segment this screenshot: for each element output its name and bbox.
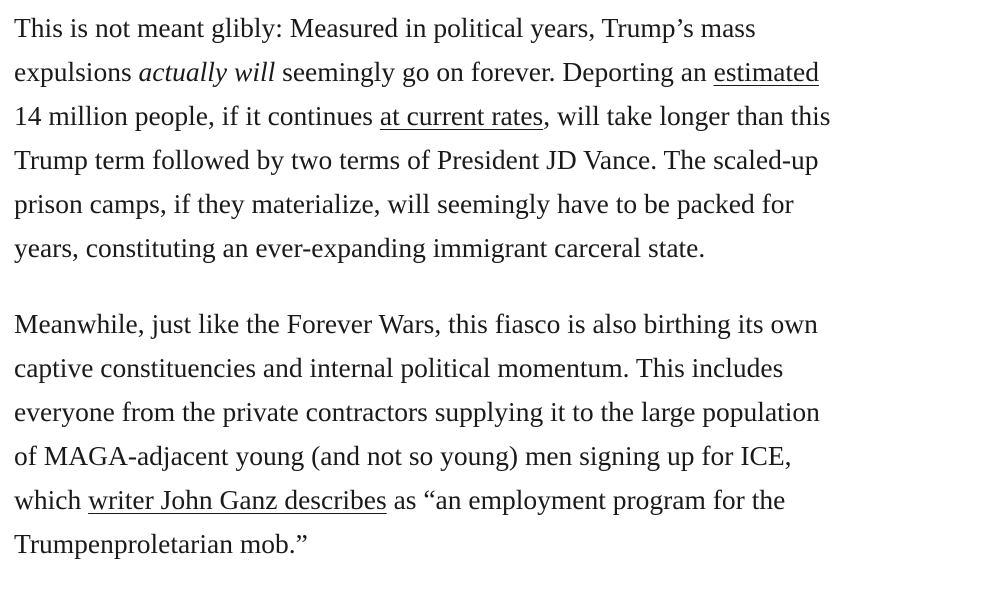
paragraph-1: This is not meant glibly: Measured in po… [14, 6, 989, 270]
text-line: This is not meant glibly: Measured in po… [14, 12, 756, 43]
emphasis-text: actually will [138, 56, 276, 87]
text-segment: seemingly go on forever. Deporting an [275, 56, 714, 87]
text-line: Trumpenproletarian mob.” [14, 528, 308, 559]
link-estimated[interactable]: estimated [713, 56, 820, 87]
text-line: years, constituting an ever-expanding im… [14, 232, 706, 263]
text-line: prison camps, if they materialize, will … [14, 188, 794, 219]
text-line: 14 million people, if it continues at cu… [14, 94, 989, 138]
article-body: This is not meant glibly: Measured in po… [14, 6, 989, 598]
text-line: of MAGA-adjacent young (and not so young… [14, 440, 792, 471]
paragraph-2: Meanwhile, just like the Forever Wars, t… [14, 302, 989, 566]
link-john-ganz[interactable]: writer John Ganz describes [88, 484, 387, 515]
text-segment: as “an employment program for the [386, 484, 786, 515]
text-line: everyone from the private contractors su… [14, 396, 820, 427]
text-line: captive constituencies and internal poli… [14, 352, 784, 383]
text-segment: , will take longer than this [543, 100, 831, 131]
text-segment: 14 million people, if it continues [14, 100, 380, 131]
text-segment: which [14, 484, 89, 515]
text-line: which writer John Ganz describes as “an … [14, 478, 989, 522]
text-segment: expulsions [14, 56, 139, 87]
text-line: expulsions actually will seemingly go on… [14, 50, 989, 94]
text-line: Trump term followed by two terms of Pres… [14, 144, 819, 175]
text-line: Meanwhile, just like the Forever Wars, t… [14, 308, 818, 339]
link-current-rates[interactable]: at current rates [379, 100, 544, 131]
